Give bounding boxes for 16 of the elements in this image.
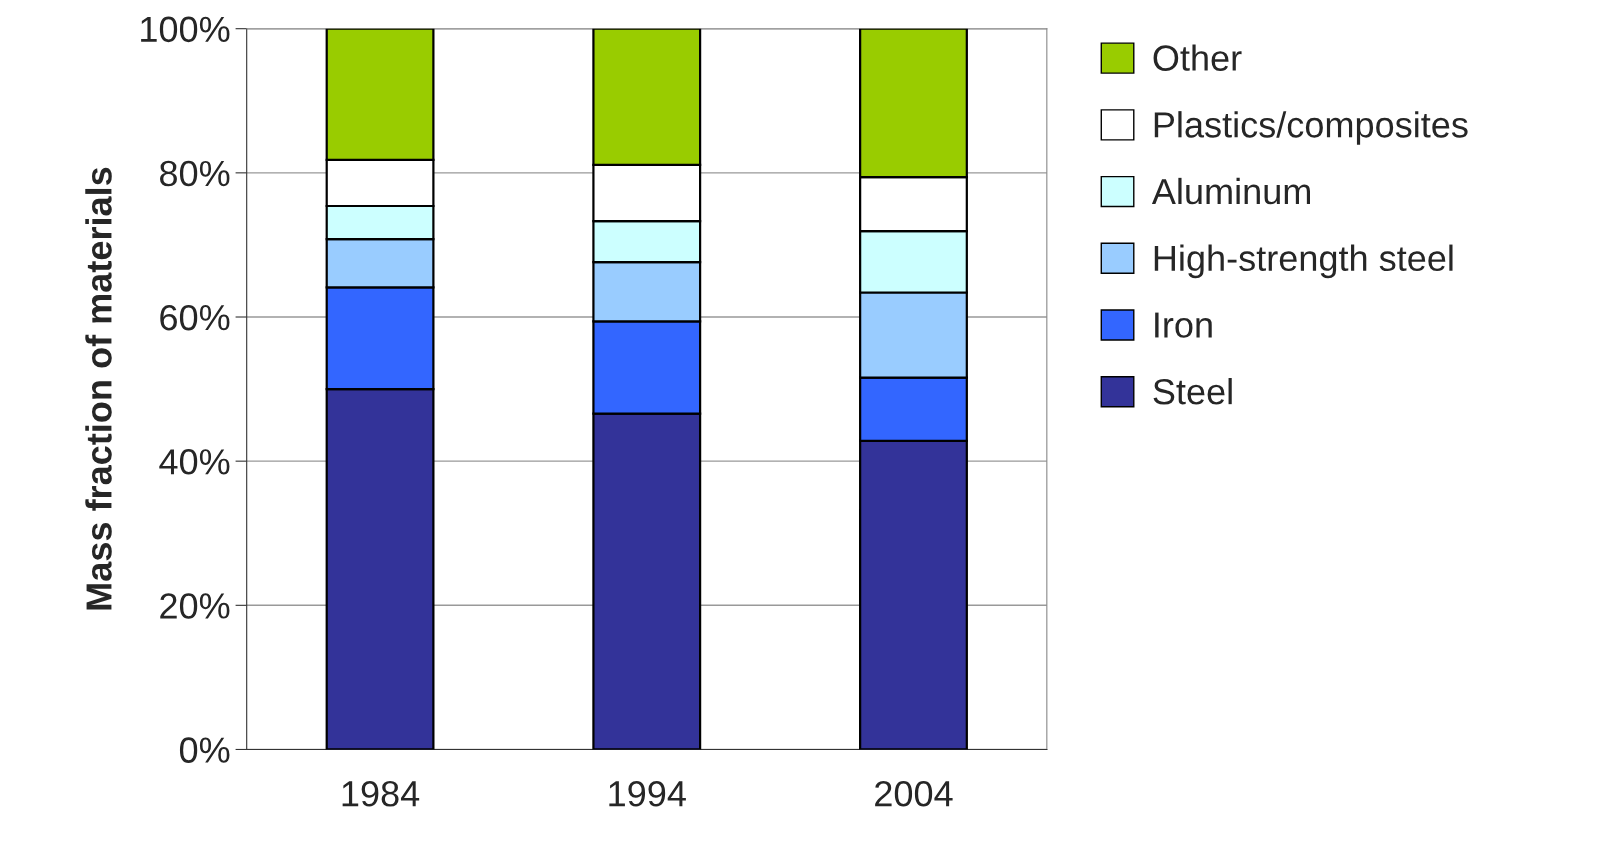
y-tick-label: 80% xyxy=(160,160,230,187)
legend-label: Other xyxy=(1153,44,1242,71)
x-tick-label: 1994 xyxy=(609,780,686,807)
y-tick-label: 0% xyxy=(179,737,230,763)
legend-label: High-strength steel xyxy=(1154,244,1453,279)
y-axis-title: Mass fraction of materials xyxy=(85,167,112,610)
y-tick-label: 100% xyxy=(141,16,230,43)
legend-label: Iron xyxy=(1155,312,1212,338)
y-tick-label: 20% xyxy=(160,593,230,619)
x-tick-label: 2004 xyxy=(875,780,953,807)
legend-label: Steel xyxy=(1153,377,1232,405)
x-tick-label: 1984 xyxy=(342,780,420,807)
legend-label: Plastics/composites xyxy=(1154,111,1468,145)
y-tick-label: 40% xyxy=(159,449,230,475)
legend-label: Aluminum xyxy=(1151,177,1310,205)
y-tick-label: 60% xyxy=(160,304,230,331)
